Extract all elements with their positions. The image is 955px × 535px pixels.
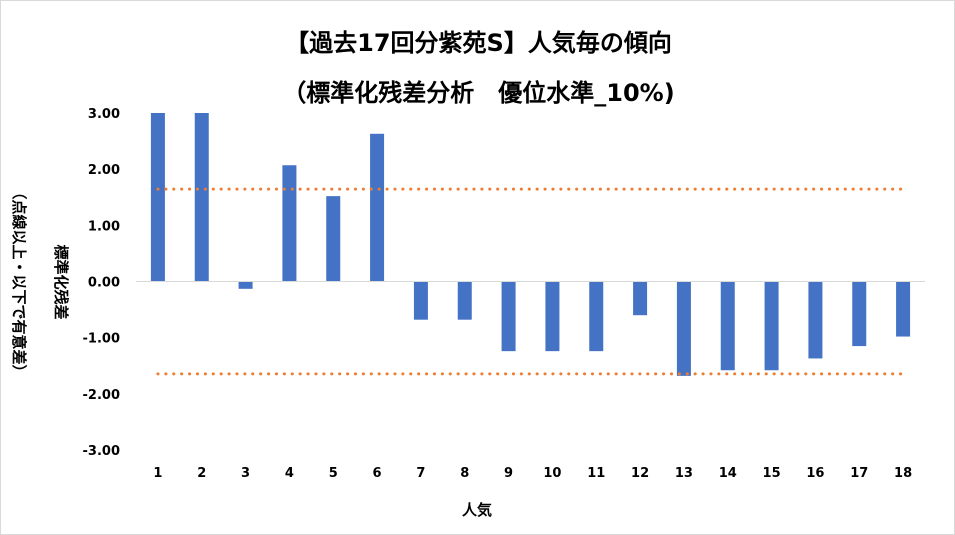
x-tick-label: 12 [631,466,649,481]
y-tick-label: 2.00 [88,163,120,178]
chart-title-line1: 【過去17回分紫苑S】人気毎の傾向 [285,29,672,57]
y-tick-label: 3.00 [88,107,120,122]
bar-6 [370,133,385,282]
y-axis-ticks: 3.00 2.00 1.00 0.00 -1.00 -2.00 -3.00 [83,107,120,459]
y-axis-label-line2: （点線以上・以下で有意差） [10,184,28,379]
y-tick-label: -2.00 [83,388,120,403]
y-tick-label: 1.00 [88,219,120,234]
bar-9 [501,281,516,352]
bars [150,113,911,376]
y-axis-label-line1: 標準化残差 [52,244,70,319]
bar-11 [589,281,604,352]
bar-5 [326,196,341,282]
bar-14 [720,281,735,371]
x-tick-label: 14 [719,466,737,481]
x-tick-label: 10 [543,466,561,481]
x-axis-ticks: 1 2 3 4 5 6 7 8 9 10 11 12 13 14 15 16 17 18 [153,466,912,481]
bar-8 [457,281,472,320]
bar-12 [633,281,648,316]
bar-10 [545,281,560,352]
chart-title-line2: （標準化残差分析 優位水準_10%) [282,79,675,107]
x-tick-label: 4 [285,466,294,481]
x-tick-label: 8 [460,466,469,481]
bar-17 [852,281,867,347]
x-tick-label: 7 [416,466,425,481]
x-tick-label: 11 [587,466,605,481]
x-tick-label: 5 [329,466,338,481]
bar-15 [764,281,779,371]
y-tick-label: -3.00 [83,444,120,459]
bar-18 [896,281,911,337]
x-tick-label: 1 [153,466,162,481]
x-tick-label: 9 [504,466,513,481]
x-tick-label: 18 [894,466,912,481]
x-tick-label: 16 [806,466,824,481]
y-tick-label: 0.00 [88,276,120,291]
x-tick-label: 6 [373,466,382,481]
x-tick-label: 17 [850,466,868,481]
x-tick-label: 2 [197,466,206,481]
bar-13 [676,281,691,376]
y-tick-label: -1.00 [83,332,120,347]
x-tick-label: 13 [675,466,693,481]
bar-2 [194,113,209,282]
bar-7 [413,281,428,320]
bar-4 [282,165,297,282]
x-tick-label: 15 [763,466,781,481]
x-axis-label: 人気 [462,501,492,519]
bar-3 [238,281,253,289]
x-tick-label: 3 [241,466,250,481]
bar-1 [150,113,165,282]
bar-16 [808,281,823,359]
